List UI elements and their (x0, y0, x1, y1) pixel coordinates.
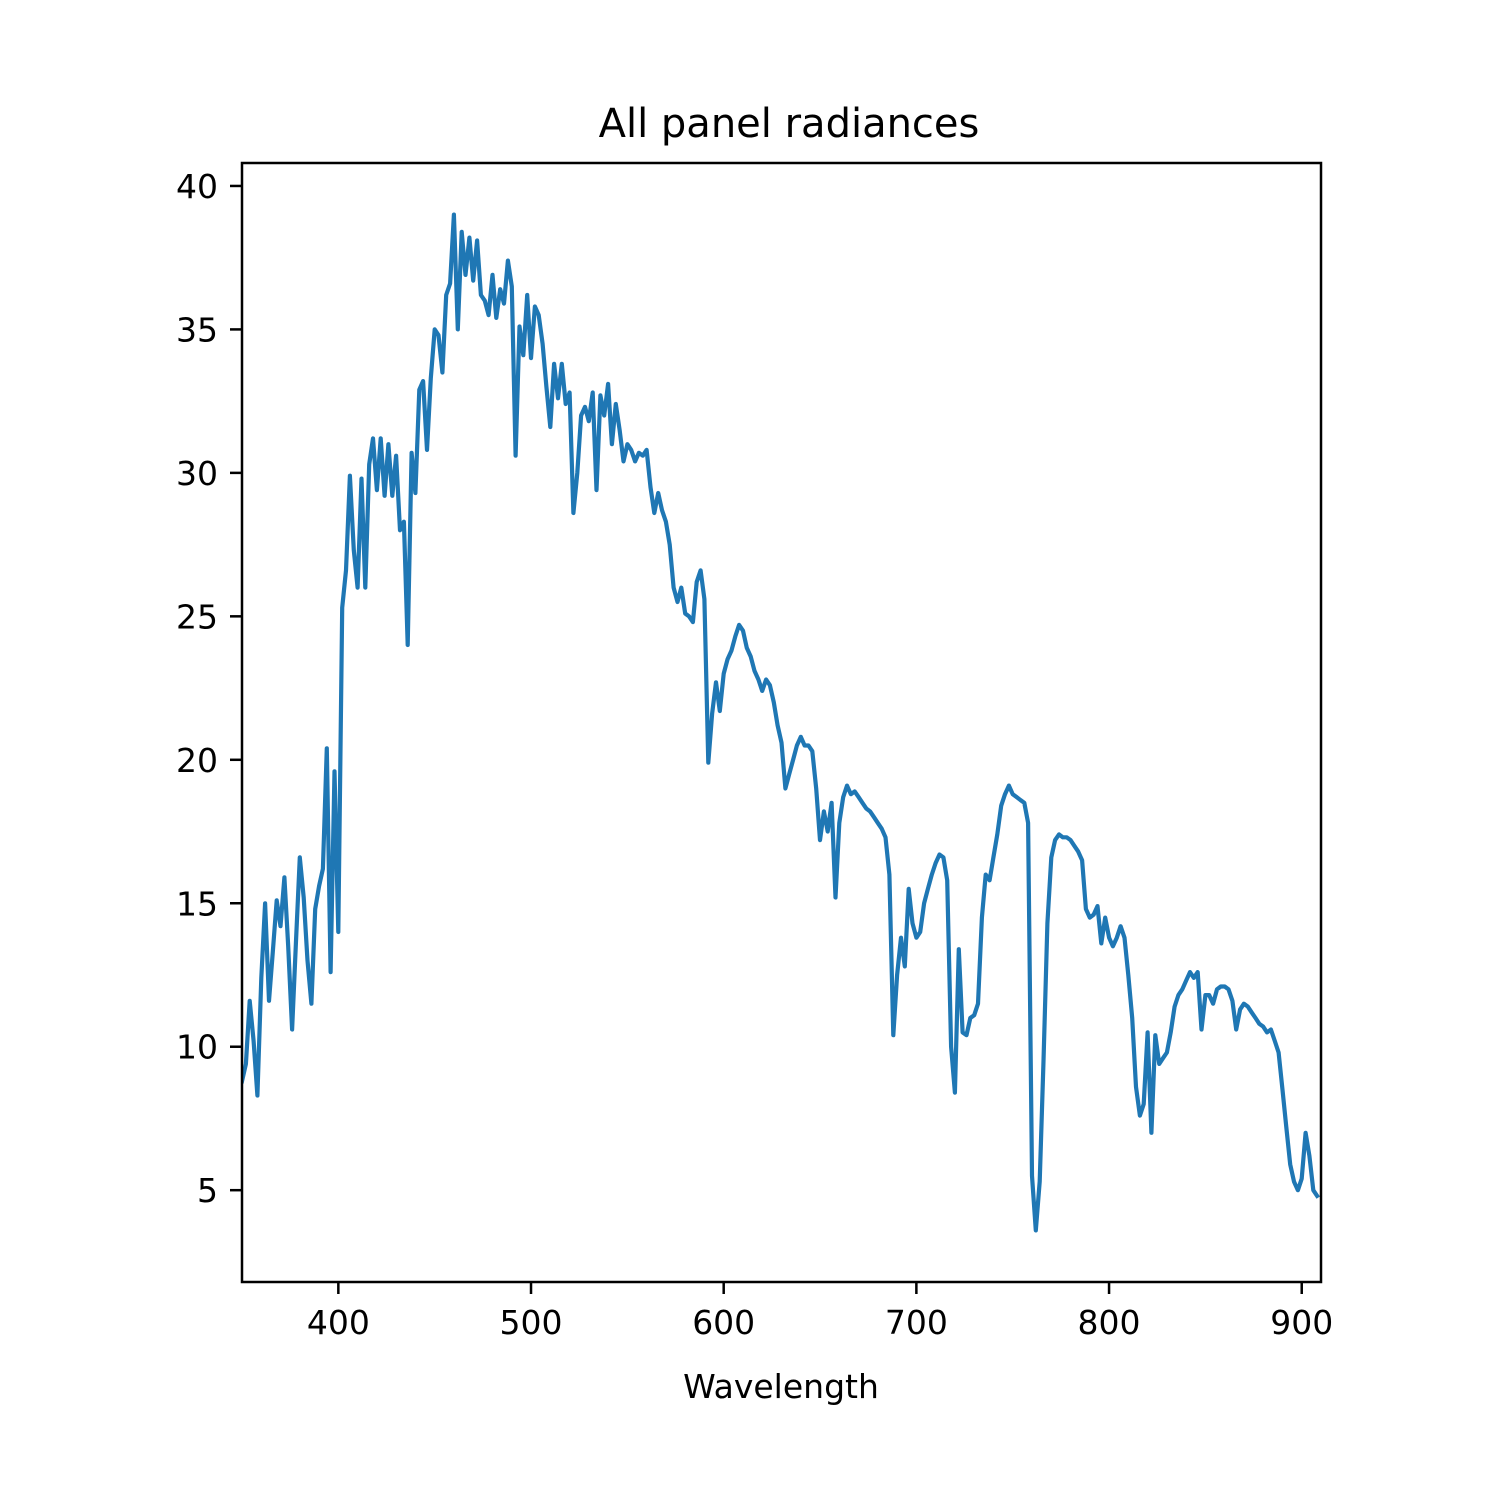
x-tick-label: 800 (1078, 1303, 1141, 1342)
y-tick-label: 20 (176, 741, 218, 780)
y-tick-label: 40 (176, 167, 218, 206)
x-tick-label: 700 (885, 1303, 948, 1342)
x-tick-label: 400 (307, 1303, 370, 1342)
plot-area (242, 212, 1321, 1233)
x-tick-label: 900 (1270, 1303, 1333, 1342)
y-axis: 5 10 15 20 25 30 35 40 (176, 167, 242, 1210)
y-tick-label: 15 (176, 884, 218, 923)
series-line (242, 212, 1321, 1233)
y-tick-label: 25 (176, 597, 218, 636)
y-tick-label: 35 (176, 310, 218, 349)
chart-title: All panel radiances (599, 101, 980, 147)
x-tick-label: 500 (500, 1303, 563, 1342)
x-axis-label: Wavelength (683, 1367, 879, 1406)
x-axis: 400 500 600 700 800 900 (307, 1282, 1333, 1342)
y-tick-label: 30 (176, 454, 218, 493)
x-tick-label: 600 (692, 1303, 755, 1342)
y-tick-label: 5 (197, 1171, 218, 1210)
y-tick-label: 10 (176, 1028, 218, 1067)
plot-frame (240, 161, 1323, 1284)
